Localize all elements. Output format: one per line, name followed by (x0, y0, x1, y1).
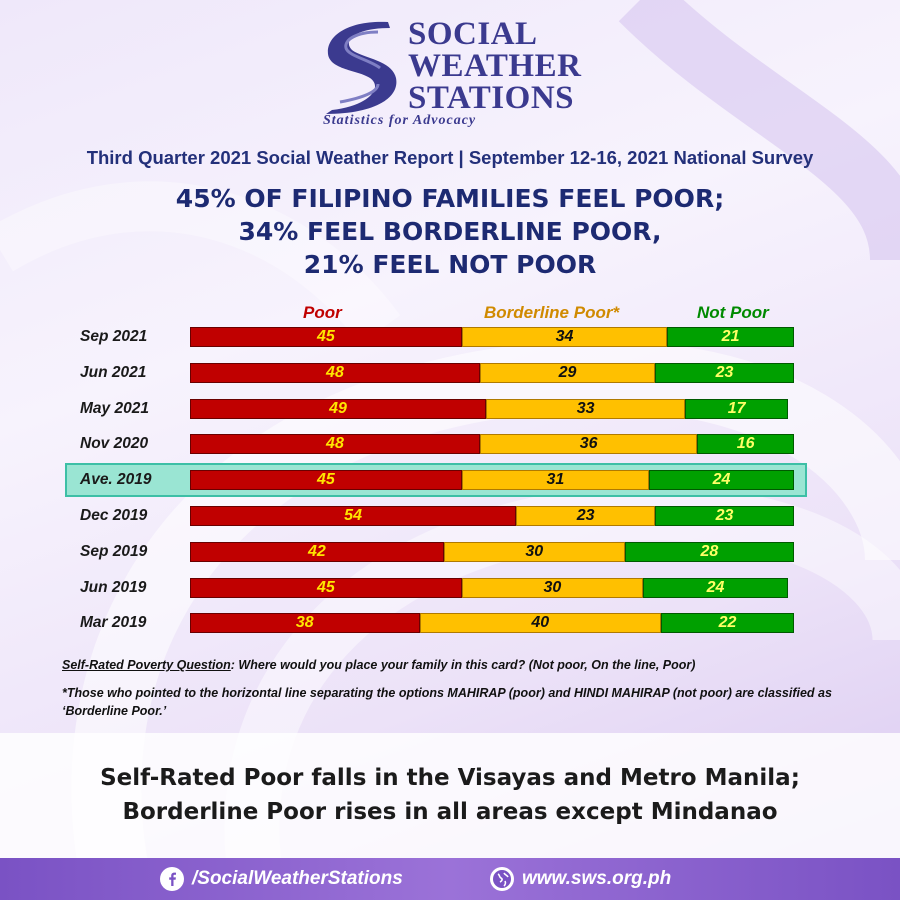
data-label-not-poor: 24 (706, 578, 725, 596)
data-label-borderline-poor: 23 (576, 507, 595, 524)
legend-poor: Poor (303, 303, 342, 322)
borderline-footnote: *Those who pointed to the horizontal lin… (62, 686, 832, 718)
data-label-not-poor: 24 (712, 471, 731, 489)
data-label-poor: 54 (344, 507, 362, 524)
bar-segment-not-poor (649, 470, 794, 491)
bar-row-jun-2021: 48 29 23 (190, 362, 794, 383)
headline-line-3: 21% FEEL NOT POOR (303, 250, 597, 279)
data-label-not-poor: 23 (715, 507, 734, 524)
bar-segment-poor (190, 434, 480, 455)
logo-text-weather: WEATHER (408, 48, 582, 84)
data-label-borderline-poor: 30 (525, 542, 544, 560)
data-label-not-poor: 23 (715, 363, 734, 381)
data-label-not-poor: 16 (736, 435, 755, 453)
summary-panel (0, 733, 900, 858)
data-label-not-poor: 28 (700, 542, 719, 560)
bar-row-may-2021: 49 33 17 (190, 398, 794, 419)
bar-row-dec-2019: 54 23 23 (190, 506, 794, 526)
bar-row-sep-2021: 45 34 21 (190, 327, 794, 347)
website-link[interactable]: www.sws.org.ph (490, 858, 671, 900)
data-label-not-poor: 17 (727, 399, 746, 417)
row-label-nov-2020: Nov 2020 (80, 435, 149, 453)
row-label-jun-2019: Jun 2019 (80, 578, 147, 596)
bar-segment-borderline-poor (516, 506, 656, 526)
question-text: : Where would you place your family in t… (230, 658, 696, 672)
footer-bar: /SocialWeatherStations www.sws.org.ph (0, 858, 900, 900)
globe-icon (490, 867, 514, 891)
bar-segment-not-poor (697, 434, 794, 455)
bar-row-jun-2019: 45 30 24 (190, 577, 794, 598)
survey-question: Self-Rated Poverty Question: Where would… (62, 658, 695, 672)
bar-segment-poor (190, 327, 462, 347)
bar-segment-borderline-poor (443, 541, 625, 562)
bar-segment-poor (190, 613, 420, 634)
data-label-not-poor: 21 (721, 328, 740, 345)
data-label-poor: 49 (329, 399, 347, 417)
bar-segment-not-poor (655, 506, 794, 526)
row-label-sep-2019: Sep 2019 (80, 542, 148, 560)
bar-segment-borderline-poor (461, 577, 643, 598)
bar-segment-not-poor (661, 613, 794, 634)
bar-segment-not-poor (655, 362, 794, 383)
data-label-borderline-poor: 40 (531, 614, 550, 632)
facebook-link[interactable]: /SocialWeatherStations (160, 858, 403, 900)
bar-row-ave-2019: 45 31 24 (190, 470, 794, 491)
bar-segment-poor (190, 362, 480, 383)
data-label-poor: 42 (307, 542, 326, 560)
sws-logo: SOCIAL WEATHER STATIONS Statistics for A… (318, 18, 588, 130)
data-label-poor: 45 (317, 328, 335, 345)
bar-segment-poor (190, 470, 462, 491)
bar-segment-borderline-poor (461, 327, 668, 347)
facebook-handle: /SocialWeatherStations (192, 868, 403, 889)
logo-tagline: Statistics for Advocacy (323, 113, 477, 128)
bar-row-mar-2019: 38 40 22 (190, 613, 794, 634)
bar-row-sep-2019: 42 30 28 (190, 541, 794, 562)
data-label-borderline-poor: 36 (579, 435, 598, 453)
row-label-ave-2019: Ave. 2019 (80, 471, 152, 489)
bar-segment-not-poor (685, 398, 788, 419)
report-subtitle: Third Quarter 2021 Social Weather Report… (86, 147, 814, 168)
question-label: Self-Rated Poverty Question (62, 658, 231, 672)
data-label-poor: 38 (295, 614, 314, 632)
data-label-borderline-poor: 33 (576, 399, 595, 417)
bar-row-nov-2020: 48 36 16 (190, 434, 794, 455)
data-label-borderline-poor: 29 (558, 363, 577, 381)
bar-segment-poor (190, 506, 517, 526)
bar-segment-borderline-poor (479, 362, 656, 383)
headline-line-1: 45% OF FILIPINO FAMILIES FEEL POOR; (175, 184, 725, 213)
bar-segment-borderline-poor (419, 613, 662, 634)
headline-line-2: 34% FEEL BORDERLINE POOR, (238, 217, 662, 246)
bar-segment-not-poor (624, 541, 794, 562)
row-label-may-2021: May 2021 (80, 399, 149, 417)
row-label-sep-2021: Sep 2021 (80, 328, 148, 345)
data-label-poor: 48 (326, 435, 344, 453)
summary-line-1: Self-Rated Poor falls in the Visayas and… (100, 765, 800, 791)
facebook-icon (160, 867, 184, 891)
logo-text-social: SOCIAL (408, 16, 538, 52)
data-label-not-poor: 22 (718, 614, 737, 632)
bar-segment-borderline-poor (461, 470, 650, 491)
data-label-poor: 48 (326, 363, 344, 381)
row-label-dec-2019: Dec 2019 (80, 507, 148, 524)
bar-segment-poor (190, 541, 444, 562)
bar-segment-not-poor (667, 327, 794, 347)
bar-segment-borderline-poor (485, 398, 686, 419)
summary-line-2: Borderline Poor rises in all areas excep… (122, 799, 778, 825)
bar-segment-poor (190, 398, 486, 419)
row-label-mar-2019: Mar 2019 (80, 614, 147, 632)
website-url: www.sws.org.ph (522, 868, 672, 889)
legend-not-poor: Not Poor (697, 303, 769, 322)
row-label-jun-2021: Jun 2021 (80, 363, 147, 381)
data-label-poor: 45 (317, 471, 335, 489)
data-label-borderline-poor: 31 (546, 471, 565, 489)
legend-borderline-poor: Borderline Poor* (484, 303, 620, 322)
data-label-borderline-poor: 34 (555, 328, 574, 345)
sws-logo-mark (326, 21, 397, 114)
data-label-borderline-poor: 30 (543, 578, 562, 596)
bar-segment-poor (190, 577, 462, 598)
logo-text-stations: STATIONS (408, 80, 575, 116)
bar-segment-not-poor (643, 577, 788, 598)
bar-segment-borderline-poor (479, 434, 698, 455)
data-label-poor: 45 (317, 578, 335, 596)
